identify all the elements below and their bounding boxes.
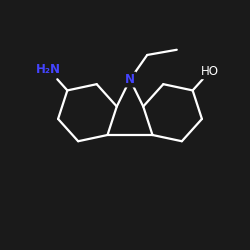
- Text: HO: HO: [201, 65, 219, 78]
- Text: N: N: [125, 73, 135, 86]
- Text: H₂N: H₂N: [36, 63, 61, 76]
